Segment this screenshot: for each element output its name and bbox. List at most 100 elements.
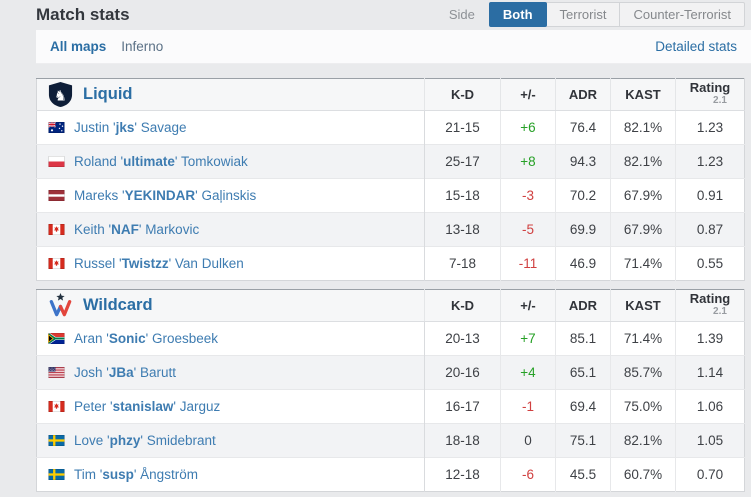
plusminus-value: -6 (500, 457, 556, 492)
kd-value: 16-17 (424, 389, 501, 424)
adr-value: 46.9 (555, 246, 611, 281)
map-filter-inferno[interactable]: Inferno (121, 39, 164, 54)
kd-value: 25-17 (424, 144, 501, 179)
wildcard-stats-table: Wildcard K-D +/- ADR KAST Rating 2.1 Ara… (36, 289, 745, 492)
adr-value: 70.2 (555, 178, 611, 213)
column-header-rating: Rating 2.1 (675, 78, 745, 111)
rating-value: 0.91 (675, 178, 745, 213)
column-header-adr: ADR (555, 289, 611, 322)
plusminus-value: -11 (500, 246, 556, 281)
rating-value: 0.70 (675, 457, 745, 492)
kast-value: 67.9% (610, 178, 676, 213)
kast-value: 71.4% (610, 321, 676, 356)
table-row: Josh 'JBa' Barutt 20-16 +4 65.1 85.7% 1.… (36, 355, 745, 390)
column-header-rating: Rating 2.1 (675, 289, 745, 322)
kd-value: 7-18 (424, 246, 501, 281)
rating-value: 1.14 (675, 355, 745, 390)
player-link[interactable]: Love 'phzy' Smidebrant (74, 433, 216, 448)
column-header-plusminus: +/- (500, 289, 556, 322)
table-row: Aran 'Sonic' Groesbeek 20-13 +7 85.1 71.… (36, 321, 745, 356)
flag-icon (48, 401, 65, 412)
table-row: Tim 'susp' Ångström 12-18 -6 45.5 60.7% … (36, 457, 745, 492)
flag-icon (48, 224, 65, 235)
table-row: Keith 'NAF' Markovic 13-18 -5 69.9 67.9%… (36, 212, 745, 247)
svg-text:♞: ♞ (54, 88, 67, 104)
player-link[interactable]: Tim 'susp' Ångström (74, 467, 198, 482)
kast-value: 82.1% (610, 110, 676, 145)
tab-both[interactable]: Both (488, 2, 547, 27)
plusminus-value: -1 (500, 389, 556, 424)
flag-icon (48, 190, 65, 201)
table-row: Russel 'Twistzz' Van Dulken 7-18 -11 46.… (36, 246, 745, 281)
player-link[interactable]: Peter 'stanislaw' Jarguz (74, 399, 221, 414)
kd-value: 13-18 (424, 212, 501, 247)
plusminus-value: -5 (500, 212, 556, 247)
maps-bar: All maps Inferno Detailed stats (36, 30, 751, 64)
player-link[interactable]: Roland 'ultimate' Tomkowiak (74, 154, 248, 169)
player-link[interactable]: Mareks 'YEKINDAR' Gaļinskis (74, 188, 257, 203)
flag-icon (48, 258, 65, 269)
flag-icon (48, 469, 65, 480)
side-filter-tabs: Side Both Terrorist Counter-Terrorist (449, 2, 745, 27)
rating-value: 1.39 (675, 321, 745, 356)
table-row: Love 'phzy' Smidebrant 18-18 0 75.1 82.1… (36, 423, 745, 458)
kd-value: 18-18 (424, 423, 501, 458)
map-filter-all-maps[interactable]: All maps (50, 39, 107, 54)
rating-value: 0.87 (675, 212, 745, 247)
tab-terrorist[interactable]: Terrorist (545, 2, 621, 27)
table-row: Justin 'jks' Savage 21-15 +6 76.4 82.1% … (36, 110, 745, 145)
liquid-stats-table: ♞ Liquid K-D +/- ADR KAST Rating 2.1 Jus… (36, 78, 745, 281)
kast-value: 60.7% (610, 457, 676, 492)
adr-value: 65.1 (555, 355, 611, 390)
flag-icon (48, 367, 65, 378)
player-link[interactable]: Josh 'JBa' Barutt (74, 365, 176, 380)
flag-icon (48, 156, 65, 167)
team-link-liquid[interactable]: Liquid (83, 85, 133, 103)
plusminus-value: +7 (500, 321, 556, 356)
player-link[interactable]: Keith 'NAF' Markovic (74, 222, 200, 237)
team-header-row: Wildcard K-D +/- ADR KAST Rating 2.1 (36, 289, 745, 322)
plusminus-value: -3 (500, 178, 556, 213)
rating-version-label: 2.1 (713, 306, 727, 317)
kd-value: 21-15 (424, 110, 501, 145)
kast-value: 71.4% (610, 246, 676, 281)
player-link[interactable]: Justin 'jks' Savage (74, 120, 187, 135)
adr-value: 85.1 (555, 321, 611, 356)
player-link[interactable]: Russel 'Twistzz' Van Dulken (74, 256, 244, 271)
team-wildcard-logo-icon (47, 292, 74, 319)
rating-value: 1.23 (675, 110, 745, 145)
column-header-plusminus: +/- (500, 78, 556, 111)
plusminus-value: +4 (500, 355, 556, 390)
kd-value: 15-18 (424, 178, 501, 213)
column-header-kast: KAST (610, 289, 676, 322)
rating-version-label: 2.1 (713, 95, 727, 106)
tab-counter-terrorist[interactable]: Counter-Terrorist (619, 2, 745, 27)
adr-value: 45.5 (555, 457, 611, 492)
column-header-adr: ADR (555, 78, 611, 111)
rating-value: 1.05 (675, 423, 745, 458)
team-liquid-logo-icon: ♞ (47, 81, 74, 108)
table-row: Roland 'ultimate' Tomkowiak 25-17 +8 94.… (36, 144, 745, 179)
team-header-row: ♞ Liquid K-D +/- ADR KAST Rating 2.1 (36, 78, 745, 111)
side-filter-label: Side (448, 7, 475, 22)
detailed-stats-link[interactable]: Detailed stats (655, 39, 737, 54)
player-link[interactable]: Aran 'Sonic' Groesbeek (74, 331, 218, 346)
column-header-kast: KAST (610, 78, 676, 111)
adr-value: 75.1 (555, 423, 611, 458)
adr-value: 69.4 (555, 389, 611, 424)
plusminus-value: +6 (500, 110, 556, 145)
flag-icon (48, 435, 65, 446)
rating-value: 1.06 (675, 389, 745, 424)
page-title: Match stats (36, 5, 130, 24)
kast-value: 75.0% (610, 389, 676, 424)
flag-icon (48, 333, 65, 344)
column-header-kd: K-D (424, 78, 501, 111)
top-bar: Match stats Side Both Terrorist Counter-… (0, 0, 751, 29)
kast-value: 67.9% (610, 212, 676, 247)
plusminus-value: 0 (500, 423, 556, 458)
adr-value: 76.4 (555, 110, 611, 145)
column-header-kd: K-D (424, 289, 501, 322)
kd-value: 20-16 (424, 355, 501, 390)
adr-value: 69.9 (555, 212, 611, 247)
team-link-wildcard[interactable]: Wildcard (83, 296, 153, 314)
